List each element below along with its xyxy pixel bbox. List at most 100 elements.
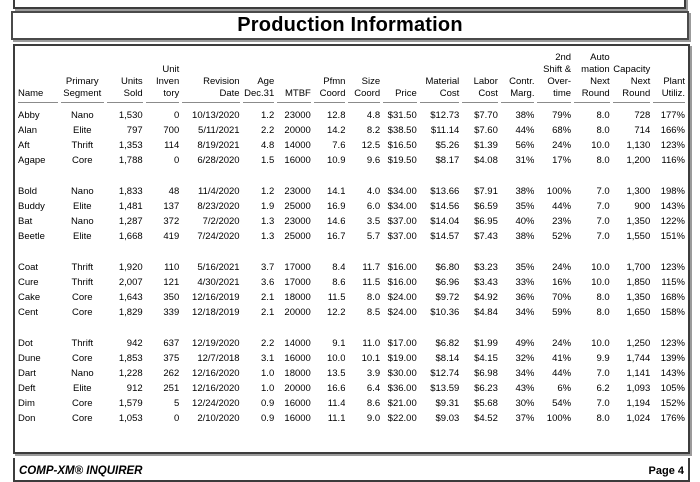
cell-material_cost: $9.31	[435, 398, 460, 410]
cell-mtbf: 25000	[284, 201, 311, 213]
cell-capacity: 1,350	[626, 292, 651, 304]
cell-mtbf: 18000	[284, 292, 311, 304]
col-header-mtbf: MTBF	[277, 50, 311, 103]
cell-units_sold: 797	[126, 125, 143, 137]
cell-shift_overtime: 17%	[552, 155, 572, 167]
page-footer: COMP-XM® INQUIRER Page 4	[13, 458, 690, 482]
col-header-segment: Primary Segment	[60, 50, 105, 103]
title-box: Production Information	[11, 11, 689, 40]
cell-inventory: 262	[163, 368, 180, 380]
table-row-agape: Agape Core 1,788 0 6/28/2020 1.5 16000 10.9 9.6 $…	[18, 154, 685, 169]
col-header-inventory: Unit Inven tory	[145, 50, 180, 103]
cell-units_sold: 2,007	[118, 277, 143, 289]
cell-segment: Elite	[73, 201, 92, 213]
cell-plant_utiliz: 105%	[660, 383, 685, 395]
cell-shift_overtime: 100%	[546, 413, 572, 425]
cell-shift_overtime: 24%	[552, 262, 572, 274]
cell-price: $30.00	[387, 368, 417, 380]
cell-size_coord: 12.5	[361, 140, 381, 152]
col-header-labor_cost: Labor Cost	[462, 50, 498, 103]
cell-inventory: 251	[163, 383, 180, 395]
cell-inventory: 48	[168, 186, 180, 198]
cell-capacity: 728	[634, 110, 651, 122]
cell-revision_date: 4/30/2021	[197, 277, 240, 289]
cell-shift_overtime: 70%	[552, 292, 572, 304]
cell-pfmn_coord: 13.5	[326, 368, 346, 380]
header-row: Name Primary Segment Units Sold Unit Inven …	[18, 50, 685, 103]
cell-mtbf: 20000	[284, 125, 311, 137]
cell-mtbf: 14000	[284, 140, 311, 152]
cell-capacity: 1,200	[626, 155, 651, 167]
cell-plant_utiliz: 139%	[660, 353, 685, 365]
table-row-beetle: Beetle Elite 1,668 419 7/24/2020 1.3 25000 16.7…	[18, 230, 685, 245]
cell-automation: 10.0	[591, 262, 610, 274]
cell-pfmn_coord: 7.6	[332, 140, 346, 152]
cell-name: Cent	[18, 307, 39, 319]
cell-plant_utiliz: 143%	[660, 201, 685, 213]
cell-name: Beetle	[18, 231, 45, 243]
cell-segment: Elite	[73, 383, 92, 395]
cell-price: $37.00	[387, 231, 417, 243]
cell-capacity: 1,650	[626, 307, 651, 319]
cell-material_cost: $8.14	[435, 353, 460, 365]
cell-age_dec31: 4.8	[261, 140, 275, 152]
cell-revision_date: 12/24/2020	[192, 398, 240, 410]
cell-plant_utiliz: 151%	[660, 231, 685, 243]
cell-units_sold: 1,530	[118, 110, 143, 122]
cell-contr_marg: 35%	[515, 201, 535, 213]
col-header-automation: Auto mation Next Round	[574, 50, 610, 103]
cell-shift_overtime: 23%	[552, 216, 572, 228]
cell-units_sold: 912	[126, 383, 143, 395]
cell-inventory: 339	[163, 307, 180, 319]
cell-labor_cost: $5.68	[474, 398, 498, 410]
cell-revision_date: 7/24/2020	[197, 231, 240, 243]
cell-automation: 7.0	[596, 398, 610, 410]
cell-age_dec31: 1.0	[261, 383, 275, 395]
cell-age_dec31: 3.7	[261, 262, 275, 274]
cell-plant_utiliz: 122%	[660, 216, 685, 228]
cell-labor_cost: $6.23	[474, 383, 498, 395]
col-header-pfmn_coord: Pfmn Coord	[313, 50, 346, 103]
cell-material_cost: $6.96	[435, 277, 460, 289]
cell-pfmn_coord: 12.8	[326, 110, 346, 122]
cell-revision_date: 12/16/2019	[192, 292, 240, 304]
cell-pfmn_coord: 14.6	[326, 216, 346, 228]
cell-age_dec31: 1.2	[261, 110, 275, 122]
cell-material_cost: $14.04	[430, 216, 460, 228]
cell-age_dec31: 1.5	[261, 155, 275, 167]
cell-material_cost: $6.82	[435, 338, 460, 350]
cell-material_cost: $11.14	[430, 125, 460, 137]
cell-contr_marg: 40%	[515, 216, 535, 228]
cell-inventory: 114	[164, 140, 180, 152]
cell-pfmn_coord: 14.2	[326, 125, 346, 137]
cell-shift_overtime: 54%	[552, 398, 572, 410]
cell-segment: Nano	[70, 186, 94, 198]
cell-revision_date: 12/19/2020	[192, 338, 240, 350]
table-row-aft: Aft Thrift 1,353 114 8/19/2021 4.8 14000 7.6 12.…	[18, 139, 685, 154]
previous-section-box-sliver	[13, 0, 686, 9]
cell-capacity: 1,093	[626, 383, 651, 395]
cell-material_cost: $13.59	[430, 383, 460, 395]
cell-plant_utiliz: 123%	[660, 338, 685, 350]
cell-capacity: 714	[634, 125, 651, 137]
cell-automation: 8.0	[596, 110, 610, 122]
cell-plant_utiliz: 176%	[660, 413, 685, 425]
col-header-age_dec31: Age Dec.31	[242, 50, 275, 103]
cell-plant_utiliz: 198%	[660, 186, 685, 198]
cell-automation: 10.0	[591, 277, 610, 289]
cell-price: $22.00	[387, 413, 417, 425]
cell-size_coord: 11.7	[362, 262, 381, 274]
cell-labor_cost: $6.98	[474, 368, 498, 380]
table-row-coat: Coat Thrift 1,920 110 5/16/2021 3.7 17000 8.4 11…	[18, 261, 685, 276]
cell-material_cost: $6.80	[435, 262, 460, 274]
cell-shift_overtime: 41%	[552, 353, 572, 365]
cell-contr_marg: 56%	[515, 140, 535, 152]
cell-age_dec31: 3.6	[261, 277, 275, 289]
cell-contr_marg: 37%	[515, 413, 535, 425]
cell-revision_date: 8/23/2020	[197, 201, 240, 213]
cell-age_dec31: 1.2	[261, 186, 275, 198]
cell-mtbf: 16000	[284, 155, 311, 167]
cell-price: $21.00	[387, 398, 417, 410]
cell-mtbf: 14000	[284, 338, 311, 350]
cell-contr_marg: 33%	[515, 277, 535, 289]
